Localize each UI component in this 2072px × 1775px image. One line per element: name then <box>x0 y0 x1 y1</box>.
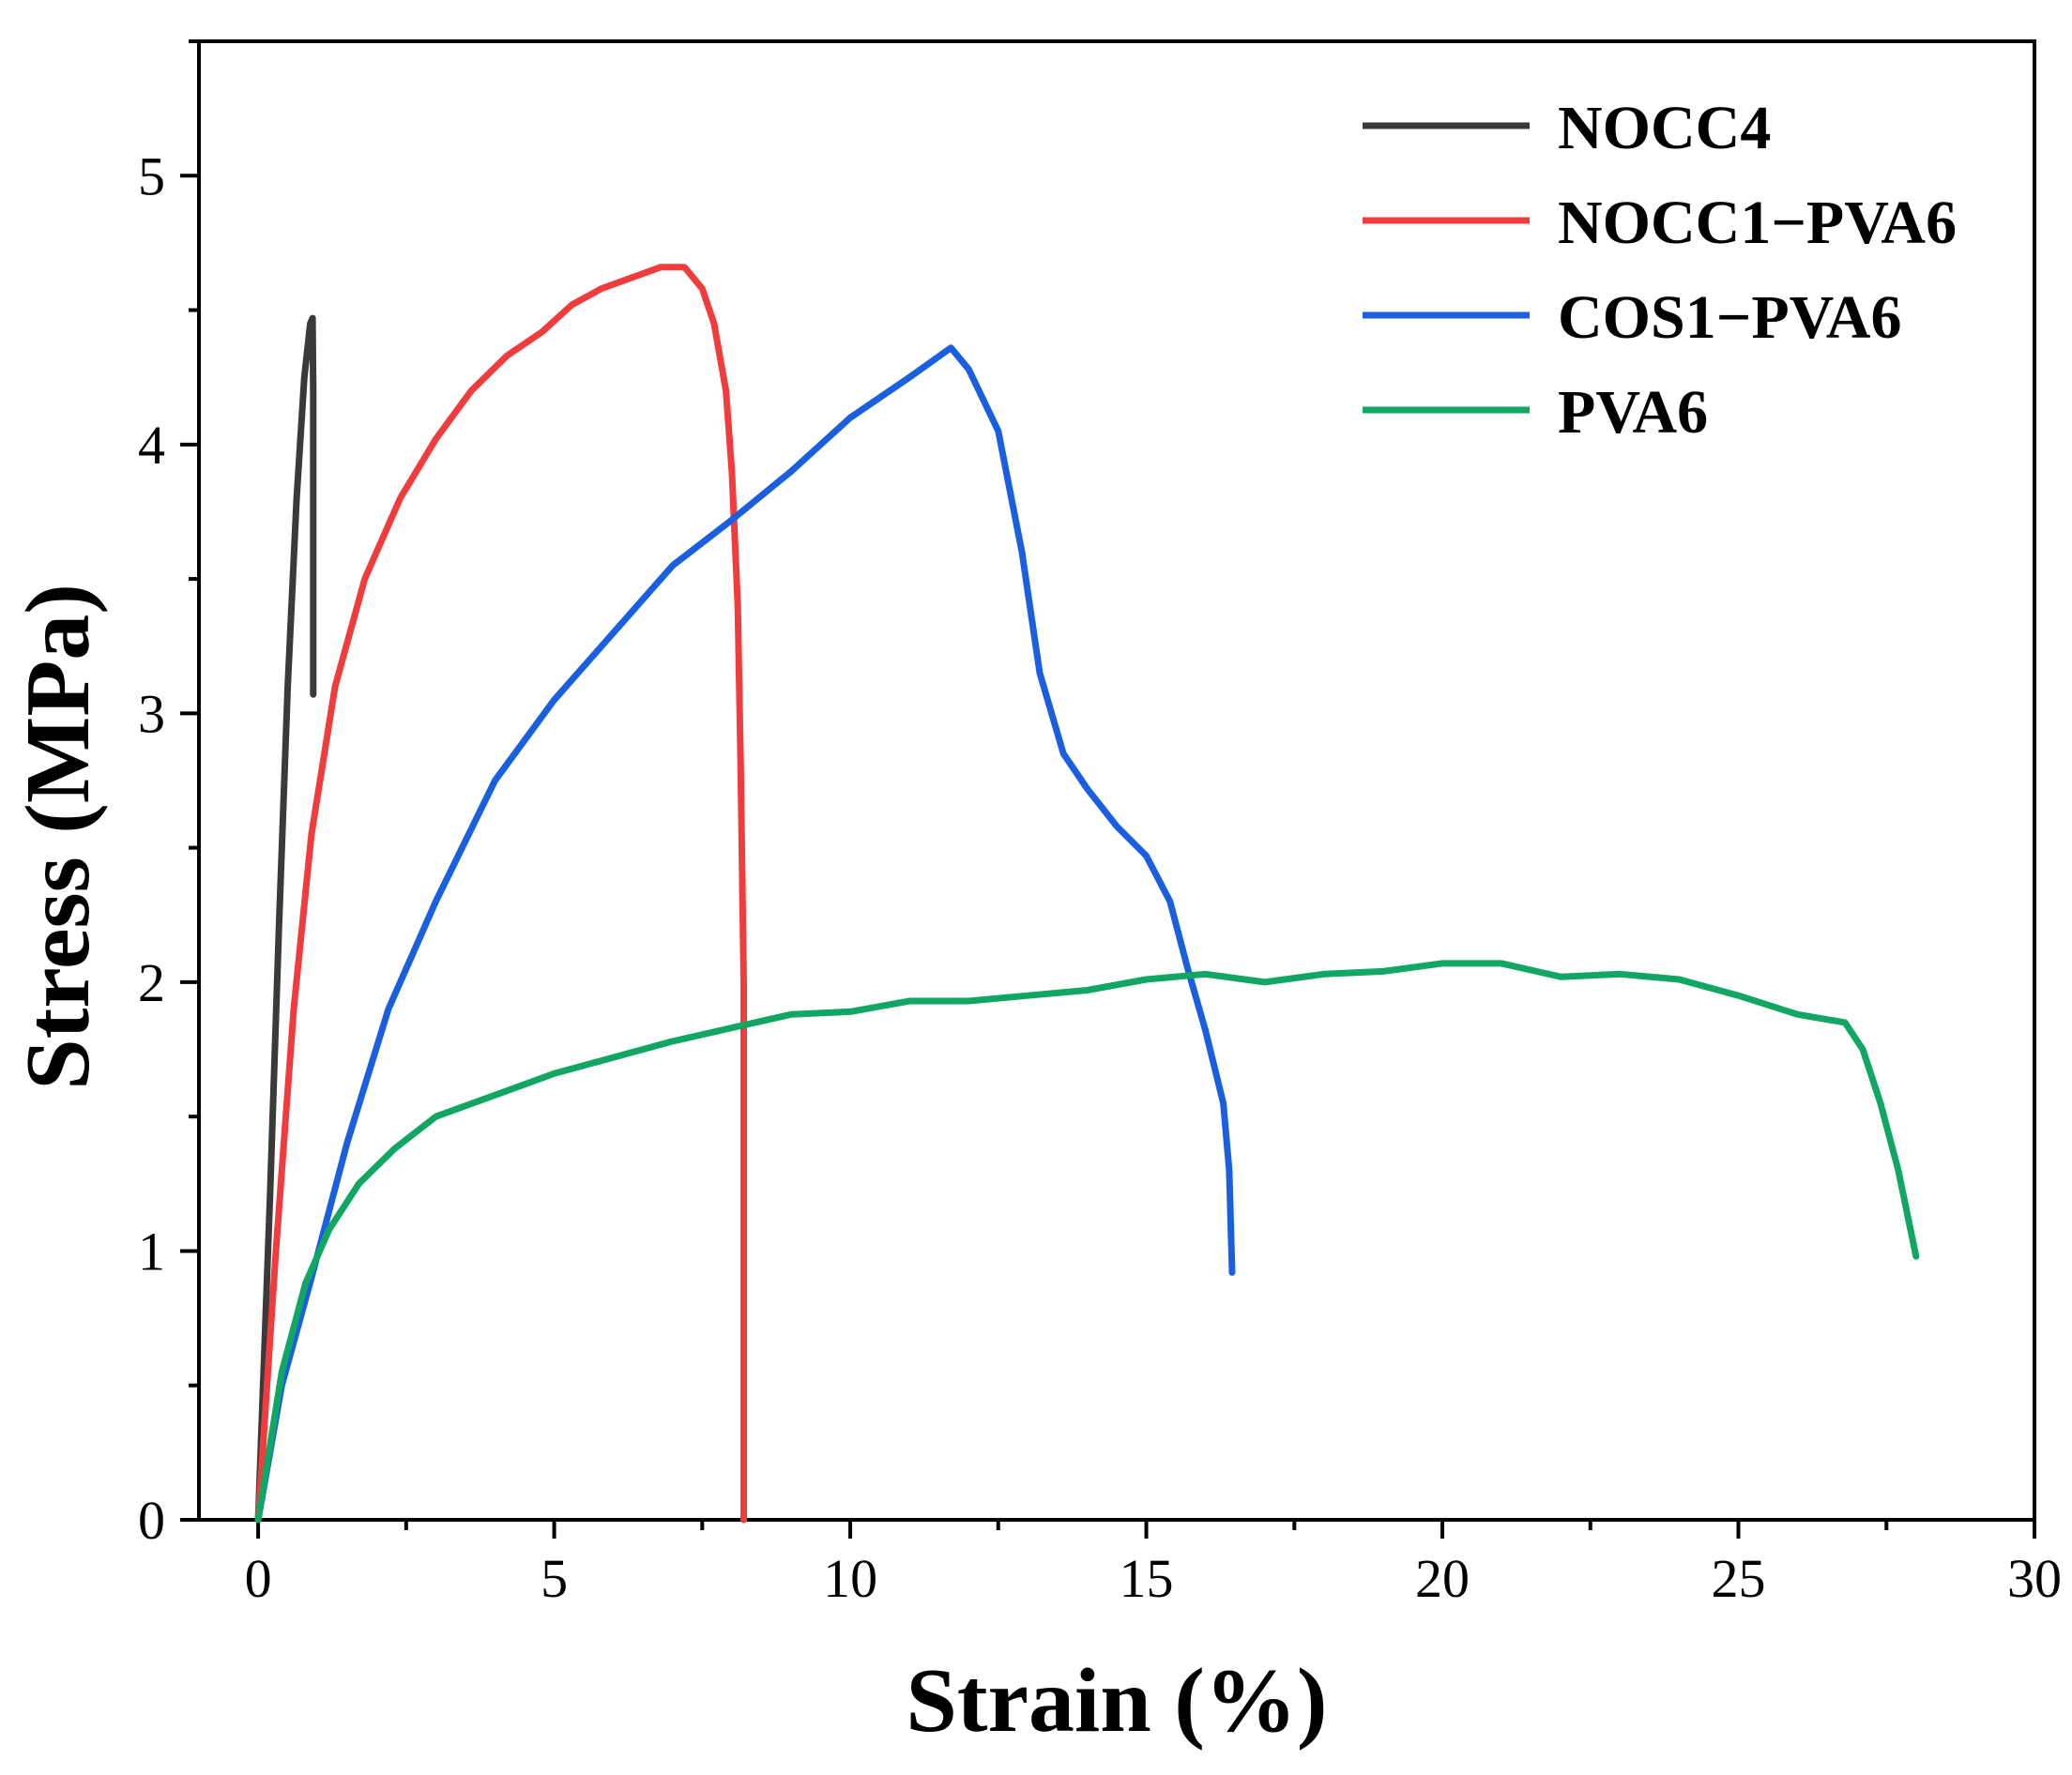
x-tick-label: 0 <box>245 1548 272 1609</box>
legend-label: PVA6 <box>1558 378 1708 447</box>
y-tick-label: 4 <box>138 415 165 476</box>
series-layer <box>254 264 1920 1524</box>
x-axis-title: Strain (%) <box>906 1650 1327 1752</box>
y-tick-label: 1 <box>138 1221 165 1282</box>
legend-label: NOCC4 <box>1558 94 1771 162</box>
series-line-cos1-pva6 <box>254 344 1236 1524</box>
legend-label: NOCC1−PVA6 <box>1558 189 1957 257</box>
series-line-nocc4 <box>254 314 317 1524</box>
y-tick-label: 0 <box>138 1490 165 1551</box>
y-tick-label: 3 <box>138 683 165 744</box>
axis-ticks: 0 5 10 15 20 25 30 0 1 2 3 4 5 <box>138 39 2062 1609</box>
x-tick-label: 10 <box>823 1548 877 1609</box>
y-tick-label: 5 <box>138 145 165 206</box>
plot-frame <box>197 39 2036 1522</box>
legend-label: COS1−PVA6 <box>1558 283 1901 352</box>
y-axis-title: Stress (MPa) <box>8 584 109 1090</box>
y-tick-label: 2 <box>138 952 165 1013</box>
x-tick-label: 15 <box>1120 1548 1174 1609</box>
x-tick-label: 30 <box>2007 1548 2062 1609</box>
x-tick-label: 5 <box>541 1548 568 1609</box>
series-line-pva6 <box>254 960 1920 1524</box>
x-tick-label: 25 <box>1712 1548 1766 1609</box>
legend: NOCC4 NOCC1−PVA6 COS1−PVA6 PVA6 <box>1363 94 1957 447</box>
x-tick-label: 20 <box>1415 1548 1470 1609</box>
series-line-nocc1-pva6 <box>254 264 747 1524</box>
